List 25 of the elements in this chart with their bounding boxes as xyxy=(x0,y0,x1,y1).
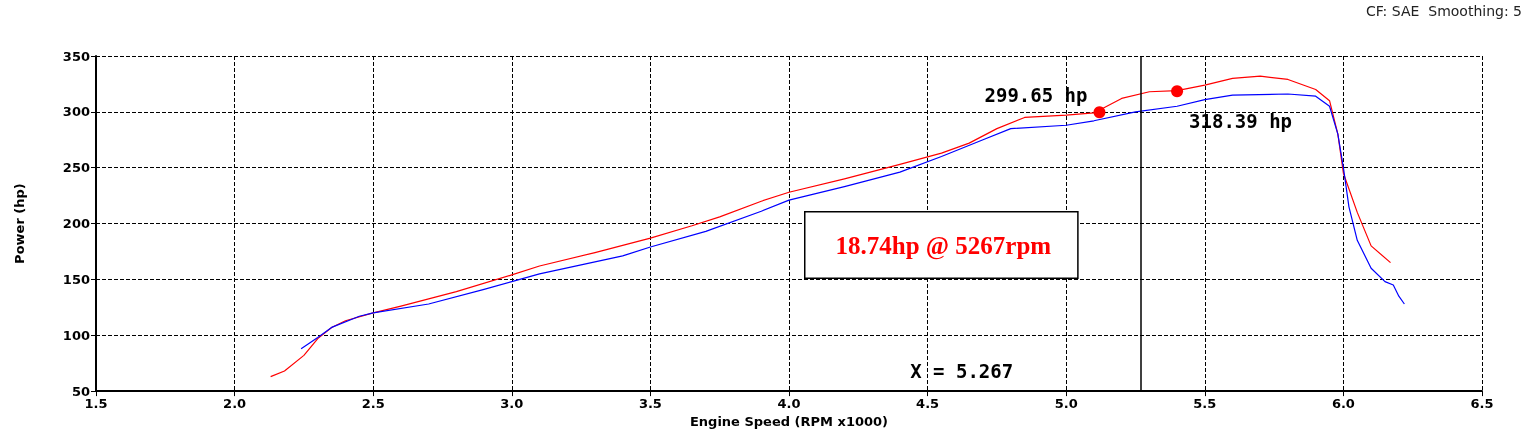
y-tick-label: 150 xyxy=(62,271,90,287)
y-tick-label: 300 xyxy=(62,104,90,120)
x-tick-label: 4.0 xyxy=(777,396,801,412)
x-tick-label: 5.0 xyxy=(1054,396,1078,412)
x-tick-label: 3.5 xyxy=(638,396,662,412)
y-tick-label: 250 xyxy=(62,160,90,176)
line-series xyxy=(270,75,1392,378)
x-tick-label: 6.5 xyxy=(1470,396,1494,412)
y-tick-label: 200 xyxy=(62,216,90,232)
y-tick-label: 100 xyxy=(62,327,90,343)
y-tick-label: 50 xyxy=(71,383,90,399)
x-tick-label: 2.0 xyxy=(223,396,247,412)
x-axis-title: Engine Speed (RPM x1000) xyxy=(689,414,889,429)
text: CF: SAE Smoothing: 5 xyxy=(1365,3,1523,19)
ref-line-label: X = 5.267 xyxy=(910,359,1014,382)
annotation: 18.74hp @ 5267rpm xyxy=(835,231,1052,260)
x-tick-label: 2.5 xyxy=(361,396,385,412)
x-tick-label: 3.0 xyxy=(500,396,524,412)
x-tick-label: 5.5 xyxy=(1193,396,1217,412)
y-axis-title: Power (hp) xyxy=(12,183,27,264)
x-tick-label: 6.0 xyxy=(1331,396,1355,412)
x-tick-label: 4.5 xyxy=(916,396,940,412)
y-tick-label: 350 xyxy=(62,48,90,64)
x-tick-label: 1.5 xyxy=(84,396,108,412)
annotation: 318.39 hp xyxy=(1189,110,1293,133)
